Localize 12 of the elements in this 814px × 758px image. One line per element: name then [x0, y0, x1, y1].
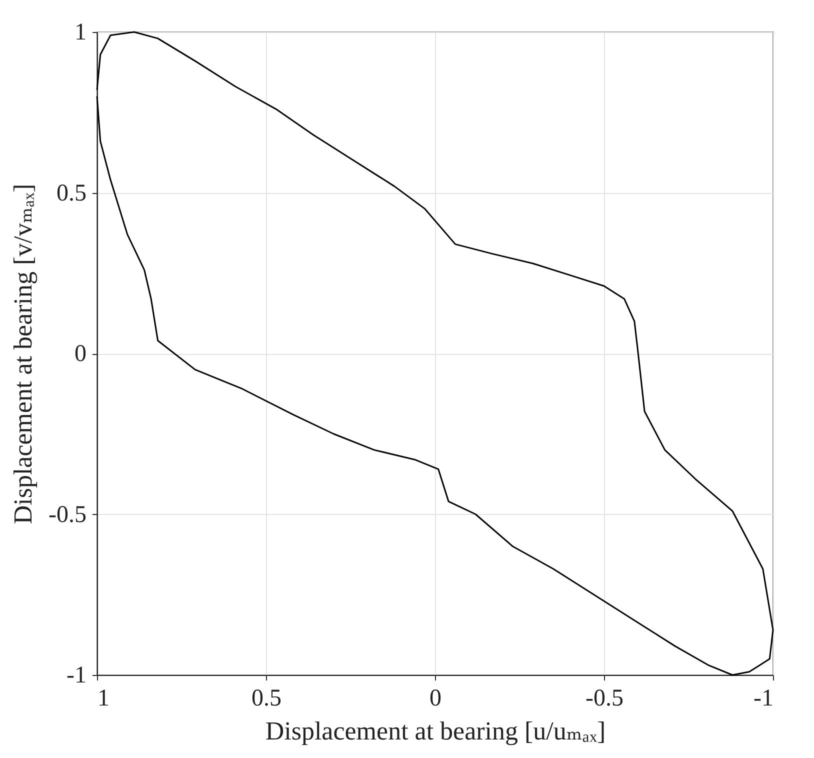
x-tick-label: -0.5: [586, 686, 624, 712]
y-axis-title: Displacement at bearing [v/vₘₐₓ]: [8, 184, 38, 524]
x-tick-label: 0.5: [252, 686, 282, 712]
y-tick-label: 0: [74, 341, 86, 367]
x-tick-label: -1: [754, 686, 774, 712]
y-tick-label: -0.5: [48, 502, 86, 528]
x-tick-label: 0: [430, 686, 442, 712]
y-tick-label: 0.5: [56, 180, 86, 206]
x-tick-label: 1: [98, 686, 110, 712]
y-tick-label: -1: [66, 662, 86, 688]
y-tick-label: 1: [74, 20, 86, 46]
x-axis-title: Displacement at bearing [u/uₘₐₓ]: [265, 716, 606, 746]
